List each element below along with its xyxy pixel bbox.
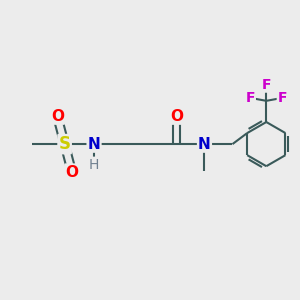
Text: F: F <box>245 91 255 105</box>
Text: H: H <box>89 158 99 172</box>
Text: O: O <box>65 165 79 180</box>
Text: N: N <box>88 136 100 152</box>
Text: N: N <box>198 136 211 152</box>
Text: O: O <box>51 109 64 124</box>
Text: F: F <box>262 78 271 92</box>
Text: F: F <box>278 91 287 105</box>
Text: O: O <box>170 109 183 124</box>
Text: S: S <box>58 135 70 153</box>
